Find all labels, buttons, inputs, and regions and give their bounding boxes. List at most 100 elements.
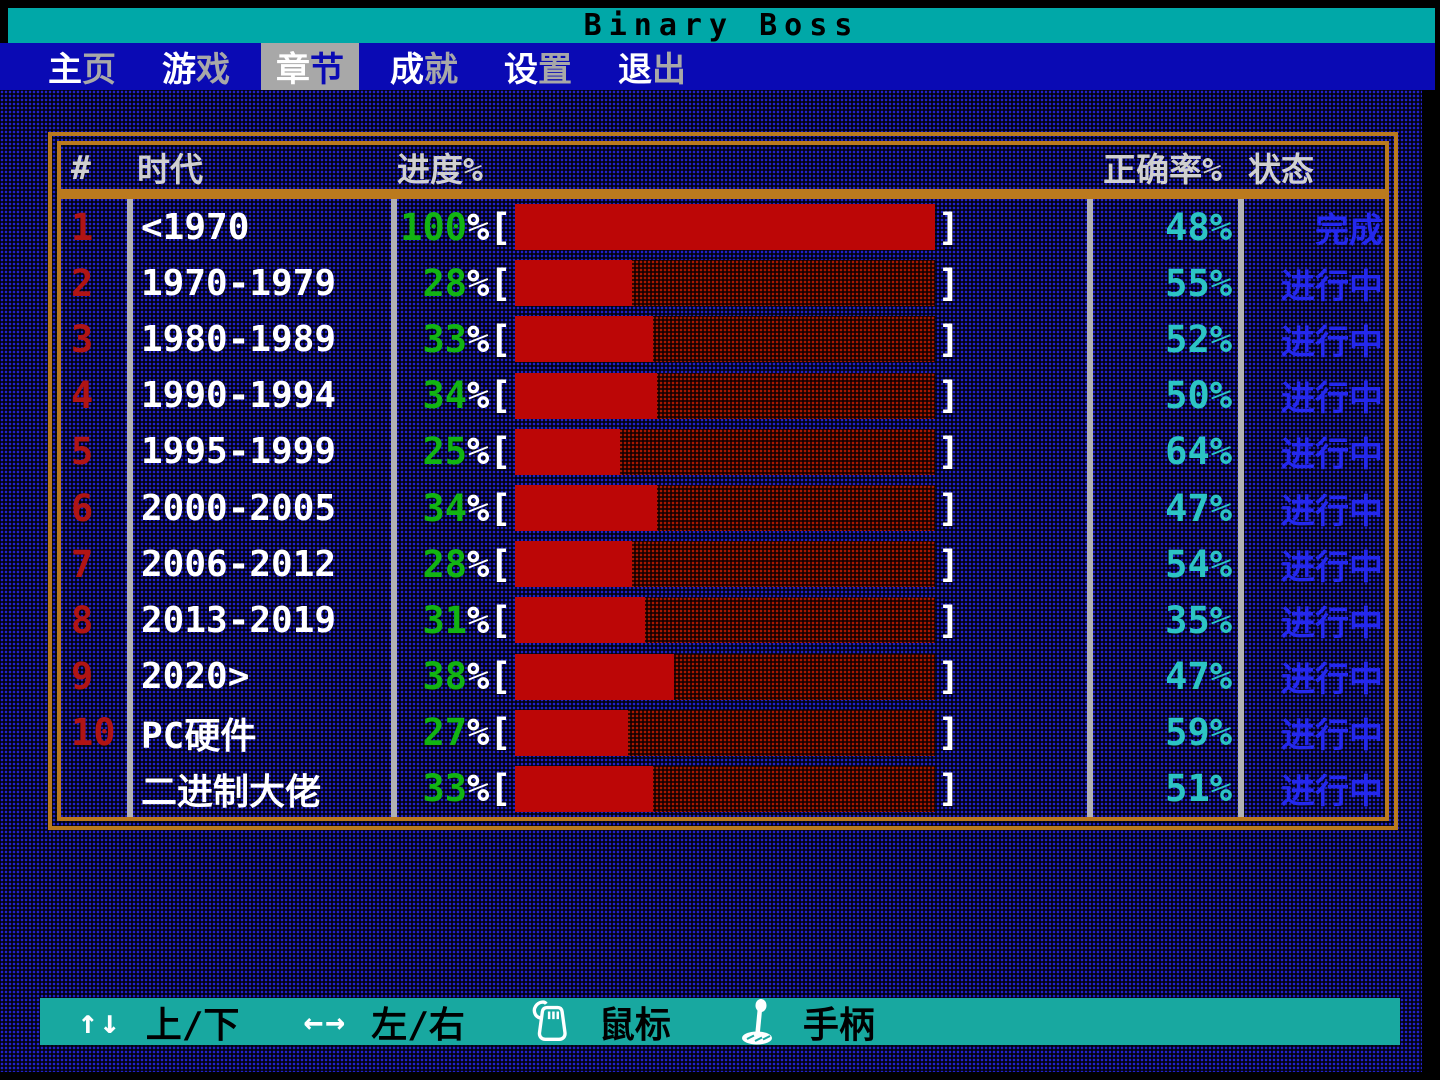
row-progress-cell: 31 %[] <box>397 597 1093 644</box>
progress-bar-fill <box>514 372 658 419</box>
chapter-row[interactable]: 10 PC硬件 27 %[] 59% 进行中 <box>61 705 1385 761</box>
chapter-row[interactable]: 2 1970-1979 28 %[] 55% 进行中 <box>61 255 1385 311</box>
menu-bar: 主页 游戏 章节 成就 设置 退出 <box>0 43 1435 90</box>
row-progress-cell: 33 %[] <box>397 316 1093 363</box>
progress-value: 38 <box>422 655 467 699</box>
chapter-row[interactable]: 1 <1970 100 %[] 48% 完成 <box>61 199 1385 255</box>
menu-item-label: 节 <box>310 50 344 90</box>
row-status: 进行中 <box>1281 660 1383 701</box>
progress-value: 34 <box>422 374 467 418</box>
row-progress-cell: 28 %[] <box>397 541 1093 588</box>
progress-bar-fill <box>514 653 675 700</box>
accuracy-value: 47% <box>1165 655 1232 699</box>
row-era: 1995-1999 <box>141 431 337 473</box>
row-era: 1980-1989 <box>141 318 337 360</box>
table-header-row: # 时代 进度% 正确率% 状态 <box>61 145 1385 190</box>
bracket-open: %[ <box>467 711 512 755</box>
progress-bar-fill <box>514 316 654 363</box>
chapter-row[interactable]: 5 1995-1999 25 %[] 64% 进行中 <box>61 424 1385 480</box>
menu-item-label: 置 <box>538 50 572 90</box>
row-era: 2020> <box>141 656 250 698</box>
bracket-close: ] <box>937 430 960 474</box>
row-number: 2 <box>71 261 94 305</box>
progress-bar-fill <box>514 204 935 251</box>
menu-item-label: 成 <box>390 50 424 90</box>
bracket-open: %[ <box>467 767 512 811</box>
app-title: Binary Boss <box>583 8 860 43</box>
row-progress-cell: 28 %[] <box>397 260 1093 307</box>
bracket-open: %[ <box>467 542 512 586</box>
title-bar: Binary Boss <box>8 8 1435 43</box>
row-era: 1970-1979 <box>141 262 337 304</box>
bracket-close: ] <box>937 317 960 361</box>
row-status: 进行中 <box>1281 491 1383 532</box>
accuracy-value: 48% <box>1165 205 1232 249</box>
progress-value: 34 <box>422 486 467 530</box>
legend-label: 左/右 <box>371 1004 465 1046</box>
menu-item-home[interactable]: 主页 <box>33 43 131 90</box>
accuracy-value: 59% <box>1165 711 1232 755</box>
chapter-row[interactable]: 6 2000-2005 34 %[] 47% 进行中 <box>61 480 1385 536</box>
row-era: 2006-2012 <box>141 543 337 585</box>
accuracy-value: 64% <box>1165 430 1232 474</box>
progress-value: 33 <box>422 767 467 811</box>
row-status: 进行中 <box>1281 547 1383 588</box>
accuracy-value: 55% <box>1165 261 1232 305</box>
progress-bar <box>514 316 935 363</box>
accuracy-value: 35% <box>1165 598 1232 642</box>
bracket-open: %[ <box>467 317 512 361</box>
row-status: 进行中 <box>1281 603 1383 644</box>
legend-label: 手柄 <box>802 1004 875 1046</box>
bracket-close: ] <box>937 711 960 755</box>
chapter-row[interactable]: 9 2020> 38 %[] 47% 进行中 <box>61 649 1385 705</box>
progress-bar <box>514 485 935 532</box>
bracket-close: ] <box>937 205 960 249</box>
menu-item-label: 戏 <box>196 50 230 90</box>
chapter-row[interactable]: 8 2013-2019 31 %[] 35% 进行中 <box>61 592 1385 648</box>
bracket-open: %[ <box>467 598 512 642</box>
header-status: 状态 <box>1248 150 1314 189</box>
progress-value: 27 <box>422 711 467 755</box>
row-era: 1990-1994 <box>141 375 337 417</box>
menu-item-game[interactable]: 游戏 <box>147 43 245 90</box>
row-number: 9 <box>71 655 94 699</box>
header-separator <box>61 189 1385 199</box>
header-era: 时代 <box>137 150 203 189</box>
menu-item-label: 主 <box>48 50 82 90</box>
header-progress: 进度% <box>397 150 483 189</box>
row-era: <1970 <box>141 206 250 248</box>
progress-bar-fill <box>514 260 633 307</box>
menu-item-chapters[interactable]: 章节 <box>261 43 359 90</box>
menu-item-label: 出 <box>652 50 686 90</box>
chapter-row[interactable]: 7 2006-2012 28 %[] 54% 进行中 <box>61 536 1385 592</box>
row-status: 进行中 <box>1281 322 1383 363</box>
gamepad-icon <box>735 998 779 1046</box>
row-number: 8 <box>71 598 94 642</box>
menu-item-exit[interactable]: 退出 <box>603 43 701 90</box>
legend-label: 上/下 <box>145 1004 240 1046</box>
row-number: 6 <box>71 486 94 530</box>
chapter-row[interactable]: 二进制大佬 33 %[] 51% 进行中 <box>61 761 1385 817</box>
progress-bar-fill <box>514 428 620 475</box>
row-status: 进行中 <box>1281 266 1383 307</box>
progress-value: 100 <box>400 205 467 249</box>
menu-item-achievements[interactable]: 成就 <box>375 43 473 90</box>
column-divider <box>391 199 397 817</box>
bracket-close: ] <box>937 767 960 811</box>
table-body: 1 <1970 100 %[] 48% 完成 2 1970-1979 28 %[] … <box>61 199 1385 817</box>
row-number: 7 <box>71 542 94 586</box>
chapter-row[interactable]: 4 1990-1994 34 %[] 50% 进行中 <box>61 368 1385 424</box>
row-progress-cell: 34 %[] <box>397 372 1093 419</box>
row-progress-cell: 25 %[] <box>397 428 1093 475</box>
chapter-row[interactable]: 3 1980-1989 33 %[] 52% 进行中 <box>61 311 1385 367</box>
progress-value: 28 <box>422 542 467 586</box>
progress-bar-fill <box>514 765 654 812</box>
row-era: PC硬件 <box>141 715 257 757</box>
menu-item-settings[interactable]: 设置 <box>489 43 587 90</box>
left-right-arrows-icon: ←→ <box>303 1002 348 1041</box>
row-progress-cell: 34 %[] <box>397 485 1093 532</box>
progress-bar-fill <box>514 597 645 644</box>
bracket-open: %[ <box>467 261 512 305</box>
row-number: 1 <box>71 205 94 249</box>
